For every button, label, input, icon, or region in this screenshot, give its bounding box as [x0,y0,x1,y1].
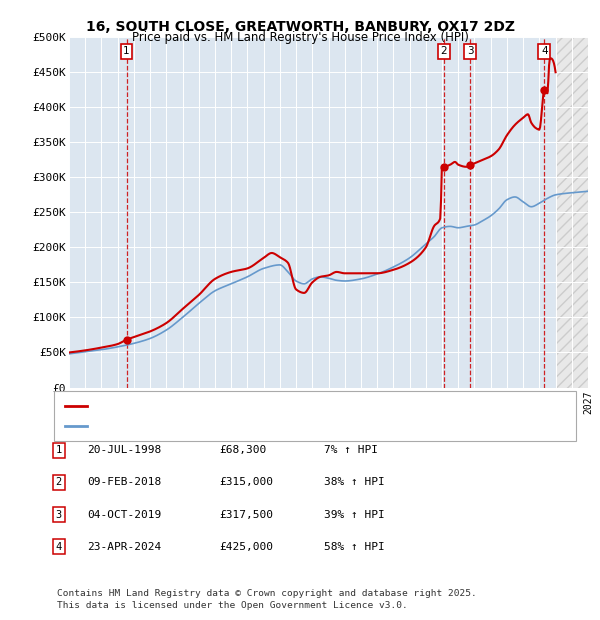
Text: 4: 4 [541,46,548,56]
Text: £317,500: £317,500 [219,510,273,520]
Bar [556,37,588,387]
Text: 20-JUL-1998: 20-JUL-1998 [87,445,161,455]
Text: 04-OCT-2019: 04-OCT-2019 [87,510,161,520]
Text: HPI: Average price, semi-detached house, West Northamptonshire: HPI: Average price, semi-detached house,… [90,421,420,431]
Text: 7% ↑ HPI: 7% ↑ HPI [324,445,378,455]
Text: 1: 1 [56,445,62,455]
Text: £315,000: £315,000 [219,477,273,487]
Text: 3: 3 [56,510,62,520]
Bar [556,37,588,387]
Text: 23-APR-2024: 23-APR-2024 [87,542,161,552]
Text: £68,300: £68,300 [219,445,266,455]
Text: 2: 2 [56,477,62,487]
Text: £425,000: £425,000 [219,542,273,552]
Text: 16, SOUTH CLOSE, GREATWORTH, BANBURY, OX17 2DZ (semi-detached house): 16, SOUTH CLOSE, GREATWORTH, BANBURY, OX… [90,401,485,411]
Text: 16, SOUTH CLOSE, GREATWORTH, BANBURY, OX17 2DZ: 16, SOUTH CLOSE, GREATWORTH, BANBURY, OX… [86,20,515,34]
Text: 38% ↑ HPI: 38% ↑ HPI [324,477,385,487]
Text: 58% ↑ HPI: 58% ↑ HPI [324,542,385,552]
Text: 1: 1 [123,46,130,56]
Text: 39% ↑ HPI: 39% ↑ HPI [324,510,385,520]
Text: 2: 2 [440,46,447,56]
Text: 09-FEB-2018: 09-FEB-2018 [87,477,161,487]
Text: Contains HM Land Registry data © Crown copyright and database right 2025.: Contains HM Land Registry data © Crown c… [57,590,477,598]
Text: Price paid vs. HM Land Registry's House Price Index (HPI): Price paid vs. HM Land Registry's House … [131,31,469,44]
Text: This data is licensed under the Open Government Licence v3.0.: This data is licensed under the Open Gov… [57,601,408,610]
Text: 3: 3 [467,46,474,56]
Text: 4: 4 [56,542,62,552]
